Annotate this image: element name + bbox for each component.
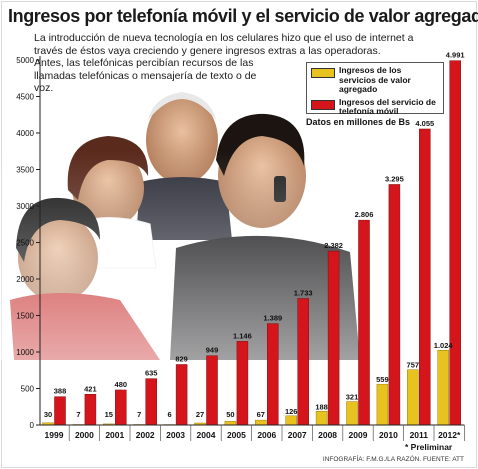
intro-paragraph-2: Antes, las telefónicas percibían recurso… <box>34 57 257 94</box>
data-label-telefonia-movil: 480 <box>115 380 128 389</box>
bar-valor-agregado <box>437 349 449 426</box>
x-tick-label: 1999 <box>45 430 64 440</box>
data-label-telefonia-movil: 421 <box>84 384 97 393</box>
bar-telefonia-movil <box>327 250 340 426</box>
x-tick-label: 2004 <box>197 430 216 440</box>
bar-valor-agregado <box>224 421 237 426</box>
bar-telefonia-movil <box>419 128 431 426</box>
bar-telefonia-movil <box>236 341 249 426</box>
bar-telefonia-movil <box>84 394 97 426</box>
bar-telefonia-movil <box>54 396 66 426</box>
data-label-valor-agregado: 188 <box>315 402 328 411</box>
data-label-valor-agregado: 6 <box>168 410 172 419</box>
legend-item-valor-agregado: Ingresos de los servicios de valor agreg… <box>311 65 439 95</box>
data-label-telefonia-movil: 4.055 <box>415 119 434 128</box>
y-tick-label: 500 <box>21 385 35 394</box>
x-tick-label: 2011 <box>410 430 429 440</box>
bar-valor-agregado <box>376 383 389 426</box>
data-label-telefonia-movil: 4.991 <box>446 51 465 60</box>
people-photo-illustration <box>0 92 360 360</box>
bar-valor-agregado <box>407 369 419 426</box>
data-label-valor-agregado: 126 <box>285 407 298 416</box>
x-tick-label: 2012* <box>438 430 461 440</box>
x-tick-label: 2002 <box>136 430 155 440</box>
x-axis: 1999 2000 2001 2002 2003 2004 2005 2006 2007 2008… <box>40 424 465 441</box>
bar-valor-agregado <box>315 411 328 426</box>
bar-valor-agregado <box>255 419 267 426</box>
data-label-valor-agregado: 15 <box>105 410 113 419</box>
data-label-valor-agregado: 757 <box>407 361 420 370</box>
x-tick-label: 2008 <box>318 430 337 440</box>
data-label-telefonia-movil: 829 <box>175 354 188 363</box>
units-note: Datos en millones de Bs <box>306 117 411 127</box>
legend-swatch-yellow <box>311 68 335 78</box>
legend-label-valor-agregado: Ingresos de los servicios de valor agreg… <box>339 65 411 94</box>
bar-telefonia-movil <box>388 184 401 426</box>
y-tick-label: 3500 <box>16 166 34 175</box>
legend: Ingresos de los servicios de valor agreg… <box>306 62 444 117</box>
x-tick-label: 2006 <box>257 430 276 440</box>
legend-item-telefonia-movil: Ingresos del servicio de telefonía móvil <box>311 96 439 117</box>
bar-telefonia-movil <box>175 364 188 426</box>
footnote-preliminar: * Preliminar <box>405 442 453 452</box>
bar-series: 30 388 7 421 15 480 7 635 6 829 27 949 50 1.146 67 1.38… <box>42 51 465 426</box>
bar-telefonia-movil <box>449 60 461 426</box>
data-label-telefonia-movil: 388 <box>54 387 67 396</box>
bar-valor-agregado <box>285 415 297 426</box>
data-label-telefonia-movil: 949 <box>206 346 219 355</box>
x-tick-label: 2005 <box>227 430 246 440</box>
y-tick-label: 4000 <box>16 129 34 138</box>
data-label-telefonia-movil: 1.733 <box>294 288 313 297</box>
data-label-telefonia-movil: 1.389 <box>263 314 282 323</box>
bar-telefonia-movil <box>206 355 218 426</box>
y-tick-label: 3000 <box>16 202 34 211</box>
bar-telefonia-movil <box>115 389 127 426</box>
legend-label-telefonia-movil: Ingresos del servicio de telefonía móvil <box>339 96 436 116</box>
y-tick-label: 5000 <box>16 56 34 65</box>
chart-title: Ingresos por telefonía móvil y el servic… <box>8 6 478 26</box>
bar-telefonia-movil <box>358 219 370 426</box>
data-label-valor-agregado: 1.024 <box>434 341 454 350</box>
y-tick-label: 1000 <box>16 348 34 357</box>
bar-telefonia-movil <box>267 323 279 426</box>
x-tick-label: 2000 <box>75 430 94 440</box>
data-label-valor-agregado: 7 <box>137 410 141 419</box>
bar-valor-agregado <box>346 401 358 426</box>
y-axis: 0 500 1000 1500 2000 2500 3000 3500 4000 4500 5000 <box>16 56 41 430</box>
data-label-valor-agregado: 559 <box>376 375 389 384</box>
data-label-valor-agregado: 7 <box>76 410 80 419</box>
y-tick-label: 2000 <box>16 275 34 284</box>
y-tick-label: 4500 <box>16 93 34 102</box>
data-label-valor-agregado: 30 <box>44 410 52 419</box>
data-label-valor-agregado: 67 <box>257 410 265 419</box>
data-label-valor-agregado: 321 <box>346 393 359 402</box>
data-label-telefonia-movil: 2.806 <box>355 210 374 219</box>
x-tick-label: 2009 <box>349 430 368 440</box>
x-tick-label: 2010 <box>379 430 398 440</box>
x-tick-label: 2003 <box>166 430 185 440</box>
y-tick-label: 1500 <box>16 312 34 321</box>
intro-text: La introducción de nueva tecnología en l… <box>34 32 444 95</box>
data-label-telefonia-movil: 2.382 <box>324 241 343 250</box>
bar-telefonia-movil <box>297 298 309 426</box>
data-label-telefonia-movil: 3.295 <box>385 174 404 183</box>
x-tick-label: 2001 <box>105 430 124 440</box>
data-label-telefonia-movil: 1.146 <box>233 331 252 340</box>
credit-line: INFOGRAFÍA: F.M.G./LA RAZÓN. FUENTE: ATT <box>322 456 464 463</box>
y-tick-label: 2500 <box>16 239 34 248</box>
legend-swatch-red <box>311 99 335 110</box>
x-tick-label: 2007 <box>288 430 307 440</box>
data-label-valor-agregado: 50 <box>226 410 234 419</box>
bar-telefonia-movil <box>145 378 157 426</box>
y-tick-label: 0 <box>30 421 35 430</box>
data-label-valor-agregado: 27 <box>196 410 204 419</box>
data-label-telefonia-movil: 635 <box>145 369 158 378</box>
intro-paragraph-1: La introducción de nueva tecnología en l… <box>34 32 414 57</box>
